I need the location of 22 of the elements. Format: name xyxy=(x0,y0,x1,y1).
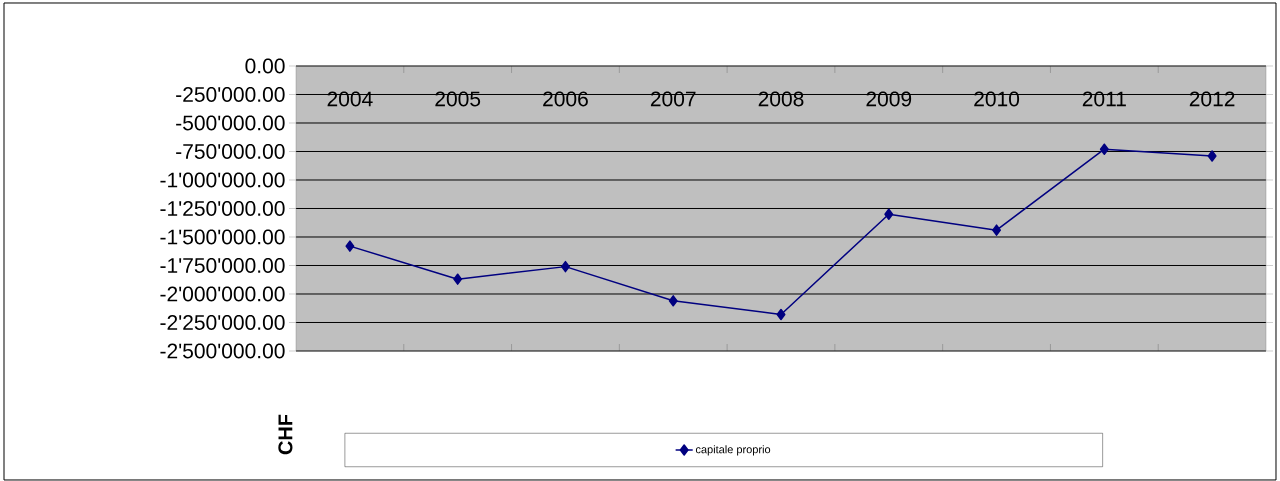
y-axis-title: CHF xyxy=(278,414,293,455)
point xyxy=(776,308,786,321)
point xyxy=(1099,143,1109,155)
y-tick-label: -500'000.00 xyxy=(176,115,285,131)
legend-label: capitale proprio xyxy=(695,445,771,456)
y-tick-label: -2'500'000.00 xyxy=(160,343,285,359)
y-tick-label: -250'000.00 xyxy=(176,87,285,102)
y-tick-label: -750'000.00 xyxy=(176,144,285,159)
y-tick-label: -1'500'000.00 xyxy=(160,229,285,245)
point xyxy=(992,224,1002,236)
y-tick-label: 0.00 xyxy=(245,58,285,74)
y-tick-label: -1'250'000.00 xyxy=(160,201,285,216)
point xyxy=(668,295,678,307)
point xyxy=(560,260,570,273)
point xyxy=(884,208,894,220)
point xyxy=(453,273,463,285)
point xyxy=(1207,150,1217,162)
y-tick-label: -1'000'000.00 xyxy=(160,172,285,188)
y-tick-label: -2'000'000.00 xyxy=(160,286,285,302)
y-tick-label: -1'750'000.00 xyxy=(160,258,285,273)
y-tick-label: -2'250'000.00 xyxy=(160,315,285,330)
point xyxy=(345,240,355,252)
